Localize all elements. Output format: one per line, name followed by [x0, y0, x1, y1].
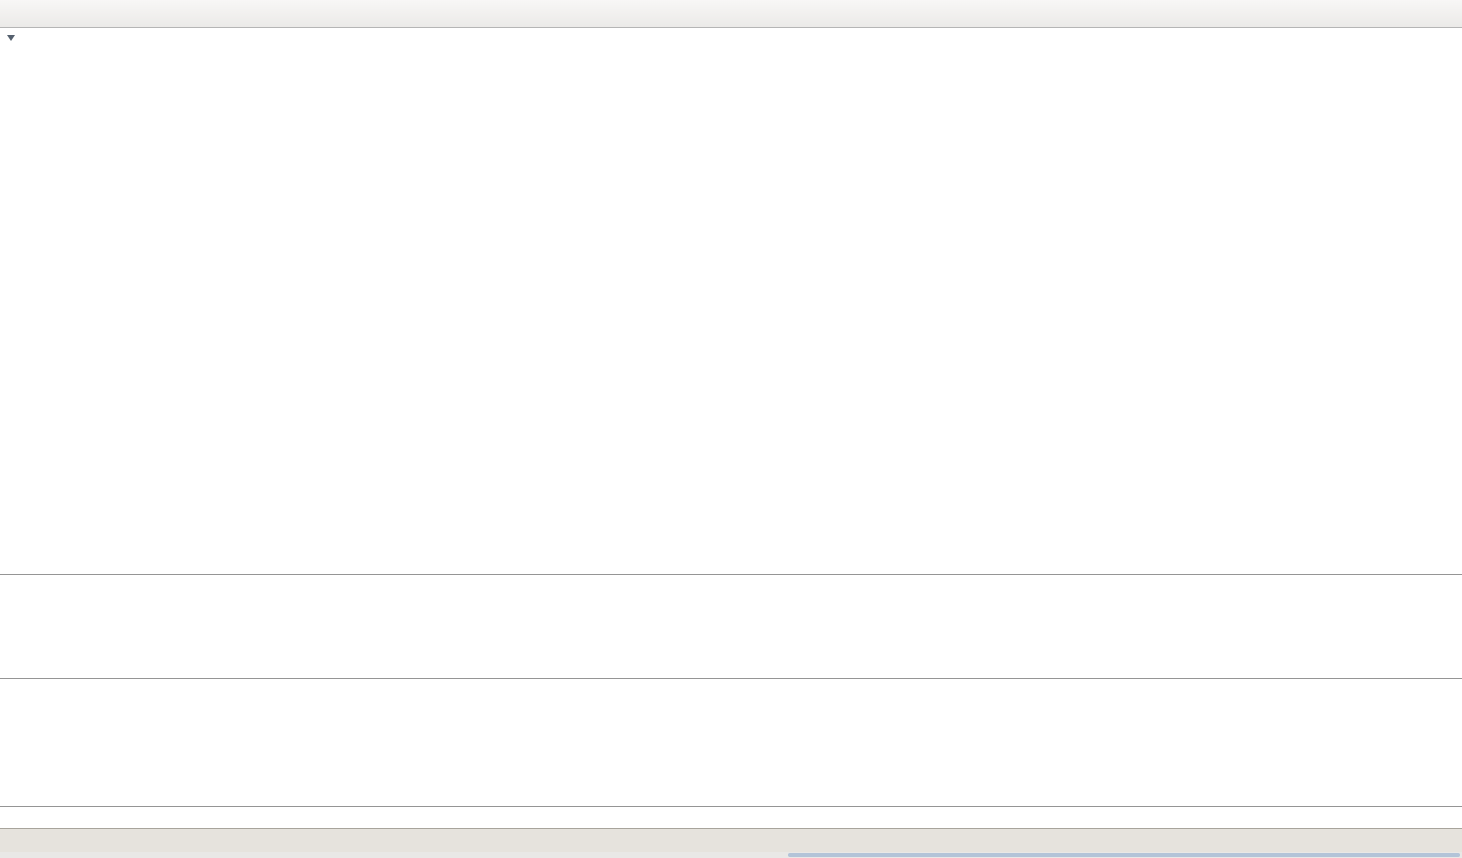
rsi-label [7, 683, 10, 695]
horizontal-scrollbar[interactable] [0, 852, 1462, 858]
macd-panel[interactable] [0, 574, 1462, 678]
chart-tabbar [0, 828, 1462, 852]
rsi-panel[interactable] [0, 678, 1462, 806]
macd-label [7, 579, 13, 591]
chart-title [7, 35, 45, 41]
date-axis[interactable] [0, 806, 1462, 828]
timeframe-toolbar [0, 0, 1462, 28]
chart-marker-icon [7, 35, 15, 41]
main-chart-panel[interactable] [0, 28, 1462, 574]
scrollbar-thumb[interactable] [788, 853, 1460, 857]
